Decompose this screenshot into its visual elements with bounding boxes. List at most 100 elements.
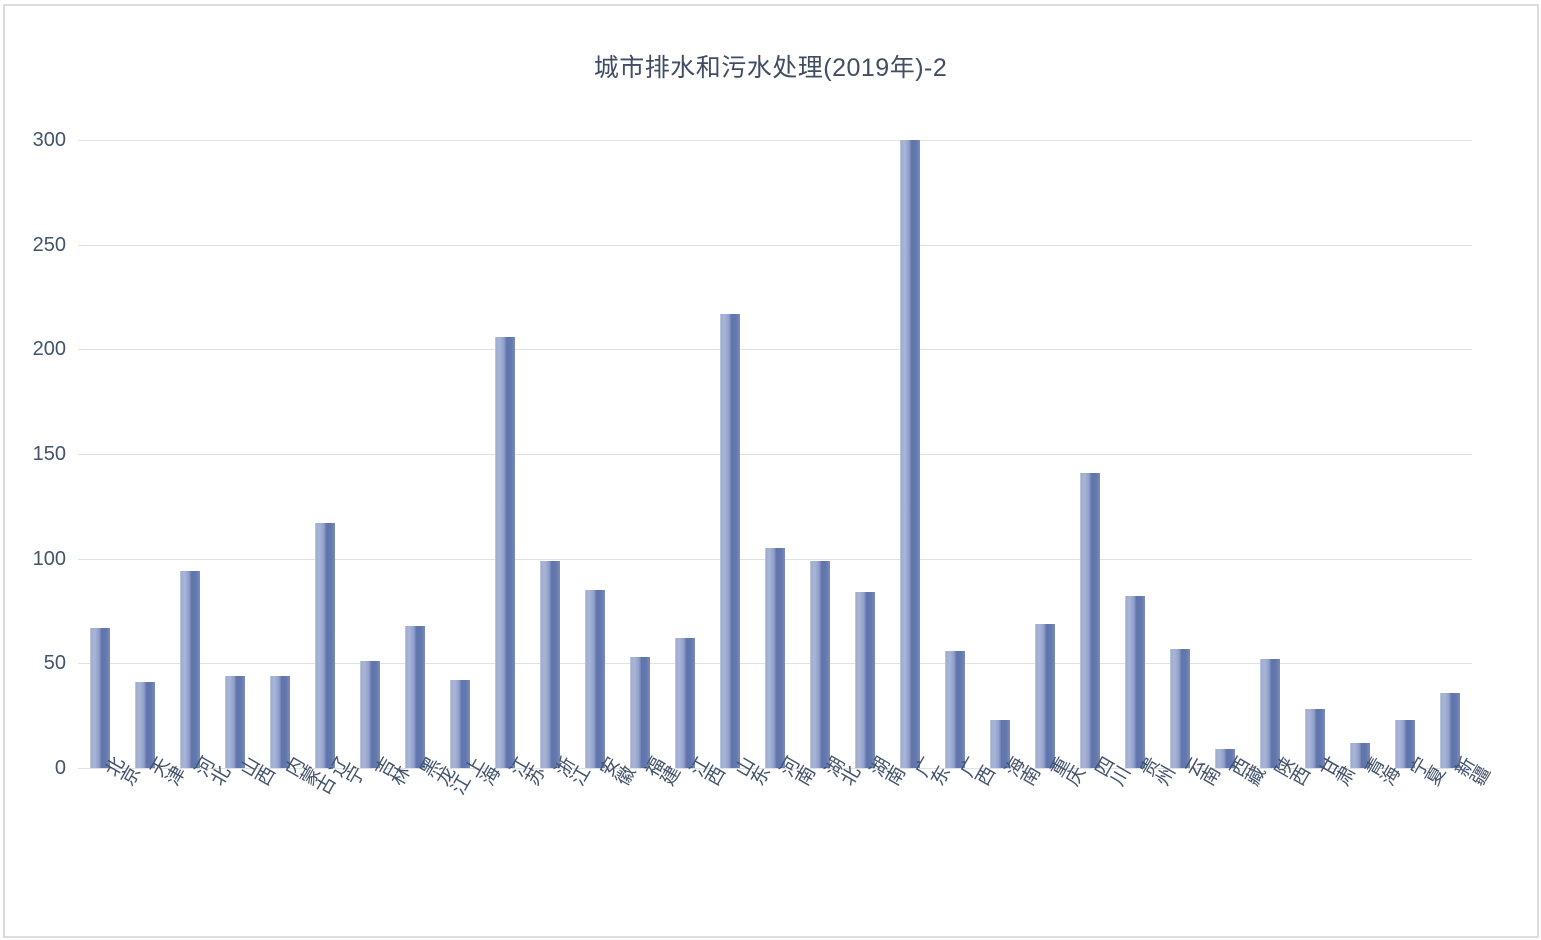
gridline [78, 140, 1472, 141]
x-axis-labels: 北京 天津 河北 山西 内蒙古 辽宁 吉林 黑龙江 上海 江苏 浙江 安徽 福建 江西 山东 河南 湖北 湖南 广东… [78, 754, 1491, 930]
bar[interactable] [989, 719, 1010, 768]
bar[interactable] [1169, 648, 1190, 768]
x-label-slot: 安徽 [573, 754, 637, 930]
x-label-slot: 内蒙古 [258, 754, 337, 930]
bar[interactable] [1439, 692, 1460, 768]
bar[interactable] [1034, 623, 1055, 768]
bar-slot [213, 140, 258, 768]
bar-slot [303, 140, 348, 768]
bar[interactable] [450, 680, 471, 768]
gridline [78, 244, 1472, 246]
bar[interactable] [360, 661, 381, 768]
bar[interactable] [1394, 719, 1415, 768]
bar-slot [798, 140, 843, 768]
bar[interactable] [899, 140, 920, 768]
x-label-slot: 甘肃 [1292, 754, 1356, 930]
x-label-slot: 海南 [977, 754, 1042, 930]
bar[interactable] [809, 560, 830, 768]
bar[interactable] [405, 625, 426, 768]
x-label-slot: 四川 [1067, 754, 1132, 930]
bar[interactable] [675, 638, 696, 768]
y-tick-label: 100 [32, 547, 66, 570]
x-label-slot: 西藏 [1202, 754, 1266, 930]
bar-slot [1337, 140, 1382, 768]
bar-slot [438, 140, 483, 768]
bar[interactable] [270, 675, 291, 768]
bar[interactable] [1124, 596, 1145, 768]
bar-slot [1112, 140, 1157, 768]
x-label-slot: 贵州 [1112, 754, 1177, 930]
y-tick-label: 200 [32, 338, 66, 361]
bar[interactable] [854, 592, 875, 768]
x-label-slot: 黑龙江 [393, 754, 472, 930]
y-tick-label: 150 [32, 443, 66, 465]
y-tick-label: 50 [43, 652, 66, 675]
bar[interactable] [315, 523, 336, 768]
bar-slot [483, 140, 528, 768]
bar-slot [168, 140, 213, 768]
gridline [78, 349, 1472, 351]
x-label-slot: 宁夏 [1382, 754, 1446, 930]
bar[interactable] [1079, 472, 1100, 768]
x-label-slot: 江西 [663, 754, 727, 930]
y-axis-labels: 0 50 100 150 200 250 300 [0, 129, 66, 779]
x-label-slot: 山西 [213, 754, 277, 930]
gridline [78, 454, 1472, 455]
bar[interactable] [90, 627, 111, 768]
bar-slot [1427, 140, 1472, 768]
x-label-slot: 广西 [932, 754, 997, 930]
bar[interactable] [765, 548, 786, 768]
x-label-slot: 北京 [78, 754, 142, 930]
bar-slot [753, 140, 798, 768]
x-label-slot: 陕西 [1247, 754, 1311, 930]
x-label-slot: 青海 [1337, 754, 1401, 930]
bar[interactable] [1304, 709, 1325, 768]
x-label-slot: 上海 [438, 754, 502, 930]
y-tick-label: 300 [32, 129, 66, 151]
bar[interactable] [540, 560, 561, 768]
x-label-slot: 河北 [168, 754, 232, 930]
gridline [78, 768, 1472, 769]
bar-slot [573, 140, 618, 768]
bar-slot [1157, 140, 1202, 768]
bar[interactable] [225, 675, 246, 768]
x-label-slot: 湖北 [798, 754, 862, 930]
bar-slot [1292, 140, 1337, 768]
bar[interactable] [180, 571, 201, 768]
bar-slot [258, 140, 303, 768]
bar[interactable] [135, 682, 156, 768]
x-label-slot: 广东 [887, 754, 952, 930]
y-tick-label: 250 [32, 233, 66, 256]
bar-slot [348, 140, 393, 768]
bar-slot [708, 140, 753, 768]
bar-slot [1067, 140, 1112, 768]
bar-series [78, 140, 1472, 768]
bar[interactable] [630, 657, 651, 768]
bar-slot [393, 140, 438, 768]
x-label-slot: 天津 [123, 754, 187, 930]
x-label-slot: 河南 [753, 754, 817, 930]
bar[interactable] [1349, 742, 1370, 768]
bar-slot [842, 140, 887, 768]
y-tick-label: 0 [54, 757, 66, 779]
x-label-slot: 湖南 [842, 754, 907, 930]
bar[interactable] [1214, 749, 1235, 768]
bar-slot [663, 140, 708, 768]
bar-slot [1382, 140, 1427, 768]
bar-slot [977, 140, 1022, 768]
bar[interactable] [495, 336, 516, 768]
x-label-slot: 重庆 [1022, 754, 1087, 930]
bar[interactable] [585, 590, 606, 768]
x-label-slot: 云南 [1157, 754, 1222, 930]
bar[interactable] [720, 313, 741, 768]
x-label-slot: 山东 [708, 754, 772, 930]
bar[interactable] [944, 650, 965, 768]
bar-slot [123, 140, 168, 768]
bar-slot [887, 140, 932, 768]
bar-slot [1247, 140, 1292, 768]
bar[interactable] [1259, 659, 1280, 768]
bar-slot [1022, 140, 1067, 768]
bar-slot [528, 140, 573, 768]
bar-slot [1202, 140, 1247, 768]
bar-slot [932, 140, 977, 768]
